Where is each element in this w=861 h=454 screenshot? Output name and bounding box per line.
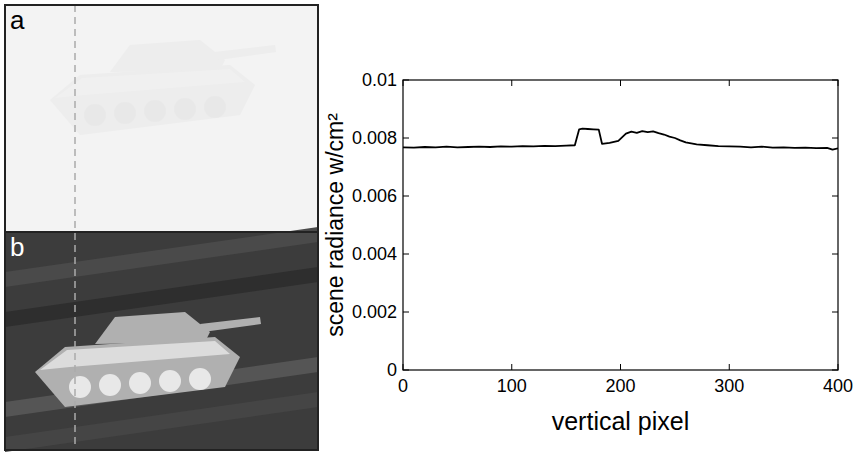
tank-gun (200, 317, 261, 332)
y-axis-title: scene radiance w/cm² (322, 113, 348, 337)
image-a-frame (5, 5, 318, 232)
image-a (5, 5, 318, 232)
x-axis-title: vertical pixel (552, 407, 690, 435)
y-tick-label: 0.008 (352, 128, 397, 148)
tank-wheel (129, 372, 151, 394)
thermal-images (5, 5, 318, 452)
tank-wheel (144, 100, 166, 122)
x-tick-label: 0 (398, 376, 408, 396)
tank-gun (215, 45, 276, 60)
panel-letter: b (10, 232, 24, 262)
x-tick (729, 80, 730, 86)
x-tick-label: 300 (714, 376, 744, 396)
x-tick-label: 200 (605, 376, 635, 396)
tank-wheel (189, 368, 211, 390)
x-tick (729, 364, 730, 370)
x-tick-label: 400 (823, 376, 853, 396)
y-tick-label: 0.01 (362, 70, 397, 90)
image-b-frame (5, 232, 318, 450)
y-tick (403, 138, 409, 139)
tank-deck (55, 69, 245, 98)
plot-frame (403, 80, 838, 370)
y-tick-label: 0.004 (352, 244, 397, 264)
tank-wheel (69, 376, 91, 398)
x-tick (511, 364, 512, 370)
y-tick (832, 254, 838, 255)
y-tick (832, 312, 838, 313)
tank-hull (35, 337, 240, 407)
tank-bright (35, 312, 261, 407)
y-tick (832, 138, 838, 139)
profile-line (74, 5, 76, 450)
y-tick-label: 0 (387, 360, 397, 380)
y-tick (403, 254, 409, 255)
tank-deck (40, 341, 230, 370)
tank-wheel (159, 370, 181, 392)
tank-turret (110, 40, 225, 72)
y-tick (403, 196, 409, 197)
tank-wheel (84, 104, 106, 126)
x-tick (620, 364, 621, 370)
tank-turret (95, 312, 210, 344)
tank-wheel (99, 374, 121, 396)
tank-wheel (114, 102, 136, 124)
terrain-band (5, 392, 318, 452)
axes: 0 0.002 0.004 0.006 0.008 0.01 0 100 200 300 400 (352, 70, 853, 396)
tank-wheel (204, 96, 226, 118)
figure: a b 0 0.002 0.004 0.006 0.008 0.01 0 100 200 300 400… (0, 0, 861, 454)
y-tick-label: 0.002 (352, 302, 397, 322)
plot-data (403, 129, 838, 150)
x-tick (620, 80, 621, 86)
y-tick (403, 312, 409, 313)
tank-hull (50, 65, 255, 135)
data-line (403, 129, 838, 150)
y-tick-label: 0.006 (352, 186, 397, 206)
y-tick (832, 196, 838, 197)
x-tick (511, 80, 512, 86)
tank-wheel (174, 98, 196, 120)
x-tick-label: 100 (497, 376, 527, 396)
tank-faint (50, 40, 276, 135)
panel-letter: a (10, 5, 25, 35)
